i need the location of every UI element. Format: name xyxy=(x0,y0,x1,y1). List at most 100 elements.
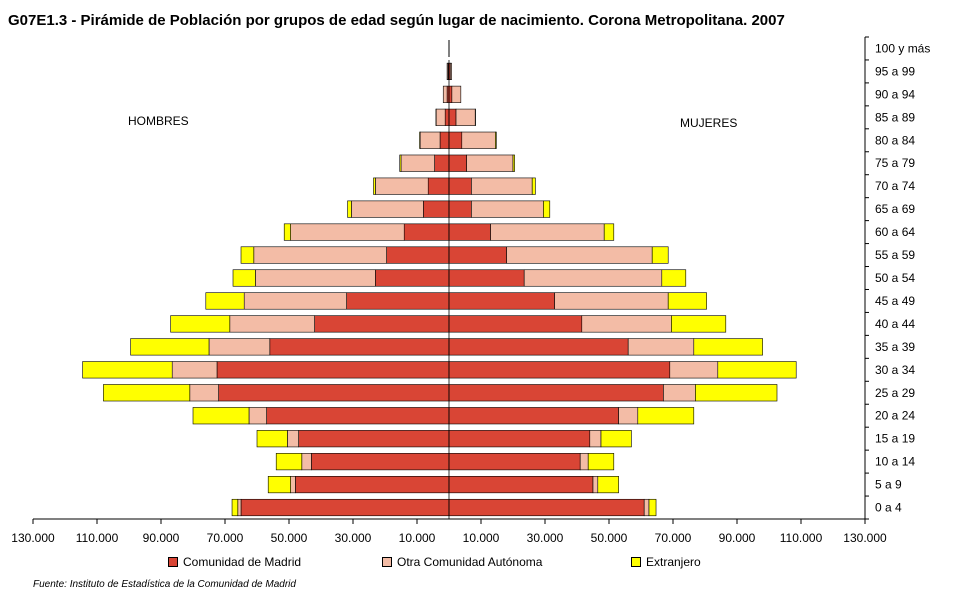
bar-hombres-1-0 xyxy=(237,498,242,517)
x-tick-label: 70.000 xyxy=(655,531,692,545)
bar-mujeres-0-2 xyxy=(448,453,581,471)
bar-mujeres-2-2 xyxy=(587,453,615,471)
bar-hombres-0-15 xyxy=(434,154,450,172)
category-label: 45 a 49 xyxy=(875,294,915,308)
bar-mujeres-0-7 xyxy=(448,338,629,356)
bar-mujeres-1-11 xyxy=(506,246,653,264)
bar-hombres-1-18 xyxy=(442,85,448,103)
bar-hombres-2-8 xyxy=(170,315,231,333)
bar-mujeres-1-4 xyxy=(618,407,639,425)
x-tick-label: 30.000 xyxy=(527,531,564,545)
category-label: 10 a 14 xyxy=(875,455,915,469)
category-label: 100 y más xyxy=(875,41,930,55)
bar-mujeres-2-10 xyxy=(661,269,687,287)
bar-mujeres-2-16 xyxy=(495,131,497,149)
bar-mujeres-1-17 xyxy=(455,108,476,126)
bar-mujeres-0-0 xyxy=(448,498,645,517)
bar-hombres-0-2 xyxy=(311,453,450,471)
bar-hombres-1-15 xyxy=(400,154,435,172)
bar-mujeres-2-1 xyxy=(597,476,619,494)
bar-hombres-2-11 xyxy=(240,246,255,264)
bar-mujeres-2-0 xyxy=(648,498,657,517)
bar-hombres-2-3 xyxy=(256,430,288,448)
bar-mujeres-2-15 xyxy=(512,154,515,172)
legend-swatch-extranjero xyxy=(631,557,641,567)
bar-mujeres-1-19 xyxy=(449,62,452,80)
x-tick-label: 110.000 xyxy=(76,531,119,545)
bar-hombres-2-9 xyxy=(205,292,245,310)
category-label: 60 a 64 xyxy=(875,225,915,239)
bar-mujeres-1-15 xyxy=(466,154,514,172)
bar-mujeres-1-0 xyxy=(643,498,650,517)
bar-mujeres-0-11 xyxy=(448,246,507,264)
category-label: 75 a 79 xyxy=(875,156,915,170)
legend-label-extranjero: Extranjero xyxy=(646,555,701,569)
bar-mujeres-0-9 xyxy=(448,292,555,310)
bar-mujeres-1-1 xyxy=(592,476,599,494)
bar-mujeres-1-5 xyxy=(663,384,696,402)
bar-hombres-1-8 xyxy=(229,315,315,333)
x-tick-label: 90.000 xyxy=(143,531,180,545)
bar-mujeres-1-14 xyxy=(471,177,533,195)
bar-mujeres-2-6 xyxy=(717,361,797,379)
bar-hombres-2-6 xyxy=(82,361,173,379)
category-label: 65 a 69 xyxy=(875,202,915,216)
bar-hombres-1-5 xyxy=(189,384,219,402)
bar-mujeres-2-8 xyxy=(671,315,727,333)
bar-mujeres-0-6 xyxy=(448,361,671,379)
legend-label-otra: Otra Comunidad Autónoma xyxy=(397,555,543,569)
legend-item-madrid: Comunidad de Madrid xyxy=(168,555,301,569)
bar-hombres-0-16 xyxy=(439,131,450,149)
bar-hombres-1-10 xyxy=(255,269,376,287)
category-label: 30 a 34 xyxy=(875,363,915,377)
bar-hombres-0-10 xyxy=(375,269,450,287)
legend-item-extranjero: Extranjero xyxy=(631,555,701,569)
category-label: 95 a 99 xyxy=(875,64,915,78)
bar-hombres-0-7 xyxy=(269,338,450,356)
bar-mujeres-0-15 xyxy=(448,154,467,172)
bar-mujeres-0-1 xyxy=(448,476,594,494)
bar-hombres-0-6 xyxy=(216,361,450,379)
bar-mujeres-0-12 xyxy=(448,223,491,241)
bar-mujeres-0-14 xyxy=(448,177,472,195)
bar-mujeres-2-9 xyxy=(667,292,707,310)
bar-hombres-2-10 xyxy=(232,269,256,287)
bar-hombres-1-17 xyxy=(435,108,446,126)
bar-mujeres-0-10 xyxy=(448,269,525,287)
bar-hombres-0-14 xyxy=(427,177,450,195)
bar-mujeres-2-3 xyxy=(600,430,632,448)
bar-mujeres-2-4 xyxy=(637,407,695,425)
bars-group xyxy=(82,62,797,517)
bar-mujeres-1-16 xyxy=(461,131,496,149)
bar-mujeres-1-6 xyxy=(669,361,719,379)
bar-mujeres-0-5 xyxy=(448,384,664,402)
category-labels: 0 a 4 5 a 9 10 a 14 15 a 19 20 a 24 25 a 29 30… xyxy=(875,41,930,514)
hombres-label: HOMBRES xyxy=(128,114,189,128)
bar-hombres-2-7 xyxy=(130,338,210,356)
bar-hombres-0-11 xyxy=(386,246,450,264)
x-tick-label: 90.000 xyxy=(719,531,756,545)
bar-mujeres-0-16 xyxy=(448,131,463,149)
legend-label-madrid: Comunidad de Madrid xyxy=(183,555,302,569)
legend-item-otra: Otra Comunidad Autónoma xyxy=(382,555,542,569)
bar-hombres-2-1 xyxy=(267,476,291,494)
bar-hombres-0-12 xyxy=(403,223,450,241)
category-label: 15 a 19 xyxy=(875,432,915,446)
bar-hombres-0-4 xyxy=(266,407,450,425)
bar-mujeres-1-12 xyxy=(490,223,605,241)
bar-hombres-1-13 xyxy=(351,200,424,218)
x-tick-label: 10.000 xyxy=(399,531,436,545)
bar-mujeres-1-10 xyxy=(523,269,663,287)
bar-hombres-2-14 xyxy=(373,177,376,195)
category-label: 85 a 89 xyxy=(875,110,915,124)
x-tick-label: 130.000 xyxy=(843,531,887,545)
bar-mujeres-0-17 xyxy=(448,108,457,126)
bar-mujeres-0-18 xyxy=(448,85,453,103)
category-label: 70 a 74 xyxy=(875,179,915,193)
bar-hombres-2-13 xyxy=(347,200,352,218)
bar-hombres-1-1 xyxy=(290,476,296,494)
category-label: 20 a 24 xyxy=(875,409,915,423)
bar-hombres-1-4 xyxy=(248,407,267,425)
bar-hombres-1-19 xyxy=(446,62,449,80)
x-tick-label: 110.000 xyxy=(780,531,823,545)
